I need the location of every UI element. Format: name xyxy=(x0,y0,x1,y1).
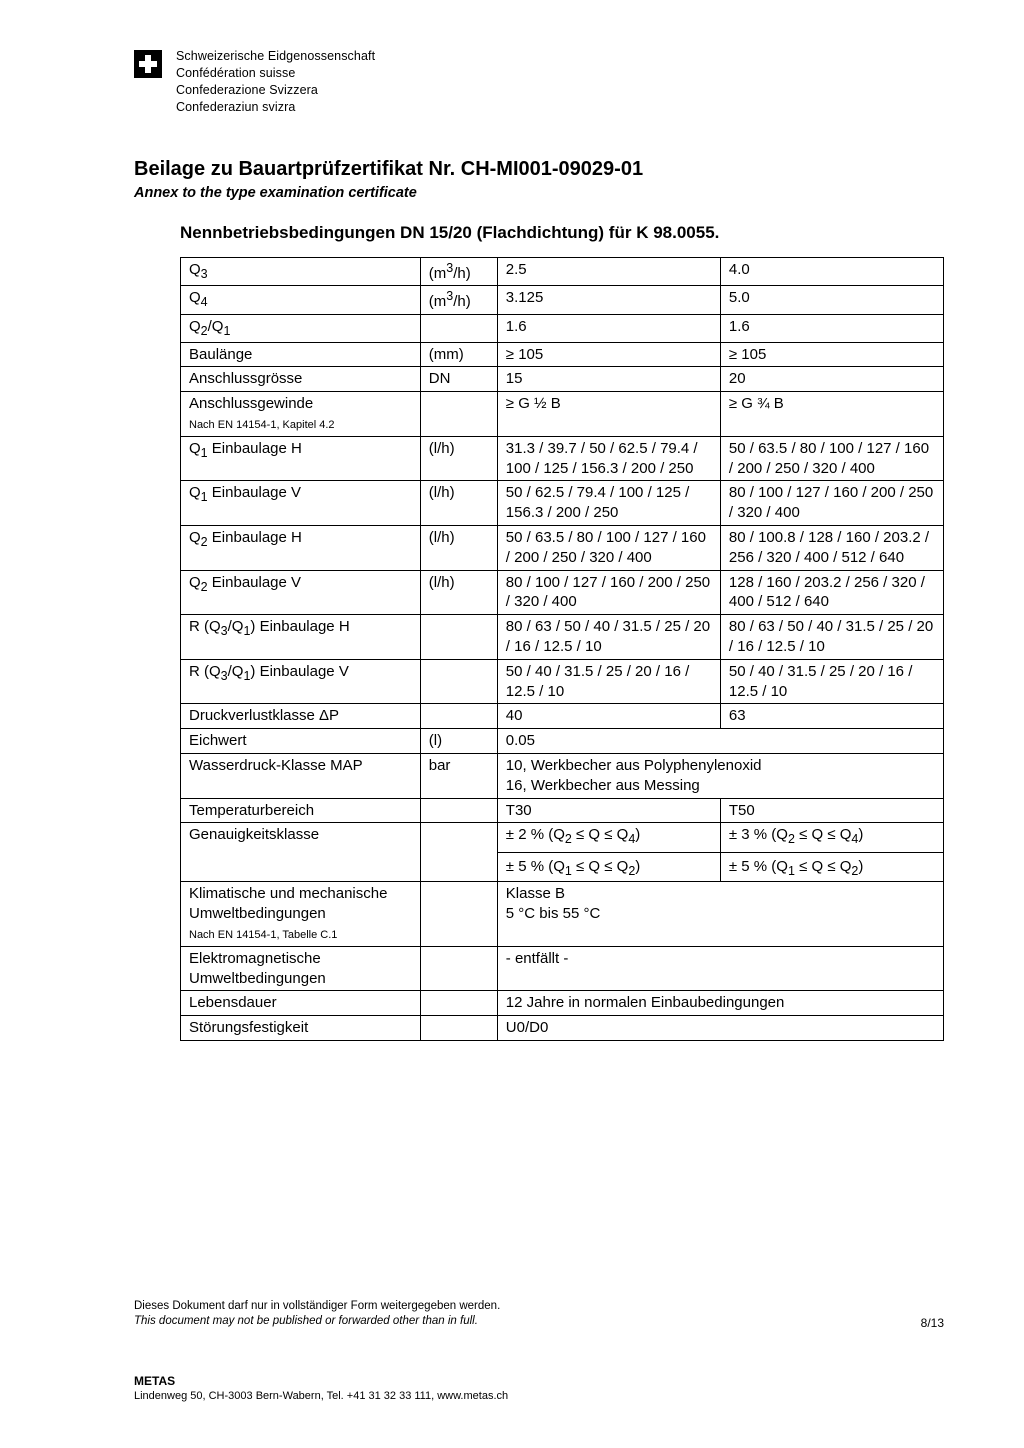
unit-cell xyxy=(420,615,497,660)
footer-note: Dieses Dokument darf nur in vollständige… xyxy=(134,1299,500,1330)
value-cell: 20 xyxy=(720,367,943,392)
value-cell: ± 2 % (Q2 ≤ Q ≤ Q4)± 5 % (Q1 ≤ Q ≤ Q2) xyxy=(497,823,720,882)
param-cell: AnschlussgewindeNach EN 14154-1, Kapitel… xyxy=(181,392,421,437)
value-cell: U0/D0 xyxy=(497,1016,943,1041)
unit-cell xyxy=(420,882,497,946)
value-cell: 80 / 100.8 / 128 / 160 / 203.2 / 256 / 3… xyxy=(720,525,943,570)
value-cell: 63 xyxy=(720,704,943,729)
page-title: Beilage zu Bauartprüfzertifikat Nr. CH-M… xyxy=(134,158,944,181)
swiss-cross-icon xyxy=(134,50,162,78)
value-cell: 80 / 100 / 127 / 160 / 200 / 250 / 320 /… xyxy=(720,481,943,526)
conf-line: Confederaziun svizra xyxy=(176,99,375,116)
value-cell: 1.6 xyxy=(497,315,720,343)
param-cell: Druckverlustklasse ΔP xyxy=(181,704,421,729)
unit-cell: bar xyxy=(420,753,497,798)
value-cell: 3.125 xyxy=(497,286,720,315)
unit-cell xyxy=(420,704,497,729)
value-cell: 50 / 40 / 31.5 / 25 / 20 / 16 / 12.5 / 1… xyxy=(497,659,720,704)
unit-cell xyxy=(420,315,497,343)
value-cell: 50 / 62.5 / 79.4 / 100 / 125 / 156.3 / 2… xyxy=(497,481,720,526)
value-cell: 80 / 100 / 127 / 160 / 200 / 250 / 320 /… xyxy=(497,570,720,615)
unit-cell: (l/h) xyxy=(420,481,497,526)
value-cell: ± 3 % (Q2 ≤ Q ≤ Q4)± 5 % (Q1 ≤ Q ≤ Q2) xyxy=(720,823,943,882)
param-cell: Q2 Einbaulage H xyxy=(181,525,421,570)
unit-cell: (m3/h) xyxy=(420,286,497,315)
value-cell: 50 / 63.5 / 80 / 100 / 127 / 160 / 200 /… xyxy=(720,436,943,481)
value-cell: ≥ G ½ B xyxy=(497,392,720,437)
param-cell: Genauigkeitsklasse xyxy=(181,823,421,882)
unit-cell xyxy=(420,946,497,991)
param-cell: Q1 Einbaulage H xyxy=(181,436,421,481)
unit-cell: (mm) xyxy=(420,342,497,367)
value-cell: 4.0 xyxy=(720,257,943,286)
param-cell: Baulänge xyxy=(181,342,421,367)
value-cell: 50 / 63.5 / 80 / 100 / 127 / 160 / 200 /… xyxy=(497,525,720,570)
unit-cell: (m3/h) xyxy=(420,257,497,286)
value-cell: T30 xyxy=(497,798,720,823)
unit-cell: (l/h) xyxy=(420,436,497,481)
unit-cell xyxy=(420,1016,497,1041)
unit-cell xyxy=(420,823,497,882)
value-cell: 2.5 xyxy=(497,257,720,286)
value-cell: 10, Werkbecher aus Polyphenylenoxid16, W… xyxy=(497,753,943,798)
param-cell: Q3 xyxy=(181,257,421,286)
value-cell: Klasse B5 °C bis 55 °C xyxy=(497,882,943,946)
param-cell: Eichwert xyxy=(181,729,421,754)
param-cell: R (Q3/Q1) Einbaulage H xyxy=(181,615,421,660)
value-cell: 40 xyxy=(497,704,720,729)
value-cell: T50 xyxy=(720,798,943,823)
unit-cell xyxy=(420,392,497,437)
value-cell: 80 / 63 / 50 / 40 / 31.5 / 25 / 20 / 16 … xyxy=(720,615,943,660)
page-number: 8/13 xyxy=(921,1316,944,1330)
value-cell: 0.05 xyxy=(497,729,943,754)
value-cell: 12 Jahre in normalen Einbaubedingungen xyxy=(497,991,943,1016)
value-cell: 50 / 40 / 31.5 / 25 / 20 / 16 / 12.5 / 1… xyxy=(720,659,943,704)
param-cell: R (Q3/Q1) Einbaulage V xyxy=(181,659,421,704)
param-cell: Wasserdruck-Klasse MAP xyxy=(181,753,421,798)
unit-cell: DN xyxy=(420,367,497,392)
unit-cell xyxy=(420,659,497,704)
param-cell: Q2/Q1 xyxy=(181,315,421,343)
confederation-header: Schweizerische Eidgenossenschaft Confédé… xyxy=(134,48,944,116)
value-cell: ≥ G ¾ B xyxy=(720,392,943,437)
param-cell: Q1 Einbaulage V xyxy=(181,481,421,526)
subtitle: Annex to the type examination certificat… xyxy=(134,185,944,201)
param-cell: Störungsfestigkeit xyxy=(181,1016,421,1041)
value-cell: ≥ 105 xyxy=(497,342,720,367)
param-cell: Q4 xyxy=(181,286,421,315)
value-cell: 128 / 160 / 203.2 / 256 / 320 / 400 / 51… xyxy=(720,570,943,615)
unit-cell xyxy=(420,798,497,823)
value-cell: 80 / 63 / 50 / 40 / 31.5 / 25 / 20 / 16 … xyxy=(497,615,720,660)
param-cell: Elektromagnetische Umweltbedingungen xyxy=(181,946,421,991)
value-cell: - entfällt - xyxy=(497,946,943,991)
value-cell: 1.6 xyxy=(720,315,943,343)
conf-line: Confédération suisse xyxy=(176,65,375,82)
unit-cell: (l) xyxy=(420,729,497,754)
param-cell: Temperaturbereich xyxy=(181,798,421,823)
metas-footer: METAS Lindenweg 50, CH-3003 Bern-Wabern,… xyxy=(134,1373,508,1404)
conf-line: Confederazione Svizzera xyxy=(176,82,375,99)
value-cell: 15 xyxy=(497,367,720,392)
value-cell: ≥ 105 xyxy=(720,342,943,367)
param-cell: Lebensdauer xyxy=(181,991,421,1016)
param-cell: Q2 Einbaulage V xyxy=(181,570,421,615)
unit-cell xyxy=(420,991,497,1016)
param-cell: Anschlussgrösse xyxy=(181,367,421,392)
conf-line: Schweizerische Eidgenossenschaft xyxy=(176,48,375,65)
unit-cell: (l/h) xyxy=(420,525,497,570)
value-cell: 31.3 / 39.7 / 50 / 62.5 / 79.4 / 100 / 1… xyxy=(497,436,720,481)
unit-cell: (l/h) xyxy=(420,570,497,615)
section-title: Nennbetriebsbedingungen DN 15/20 (Flachd… xyxy=(180,223,944,243)
spec-table: Q3(m3/h)2.54.0 Q4(m3/h)3.1255.0 Q2/Q1 1.61.… xyxy=(180,257,944,1041)
value-cell: 5.0 xyxy=(720,286,943,315)
param-cell: Klimatische und mechanische Umweltbeding… xyxy=(181,882,421,946)
